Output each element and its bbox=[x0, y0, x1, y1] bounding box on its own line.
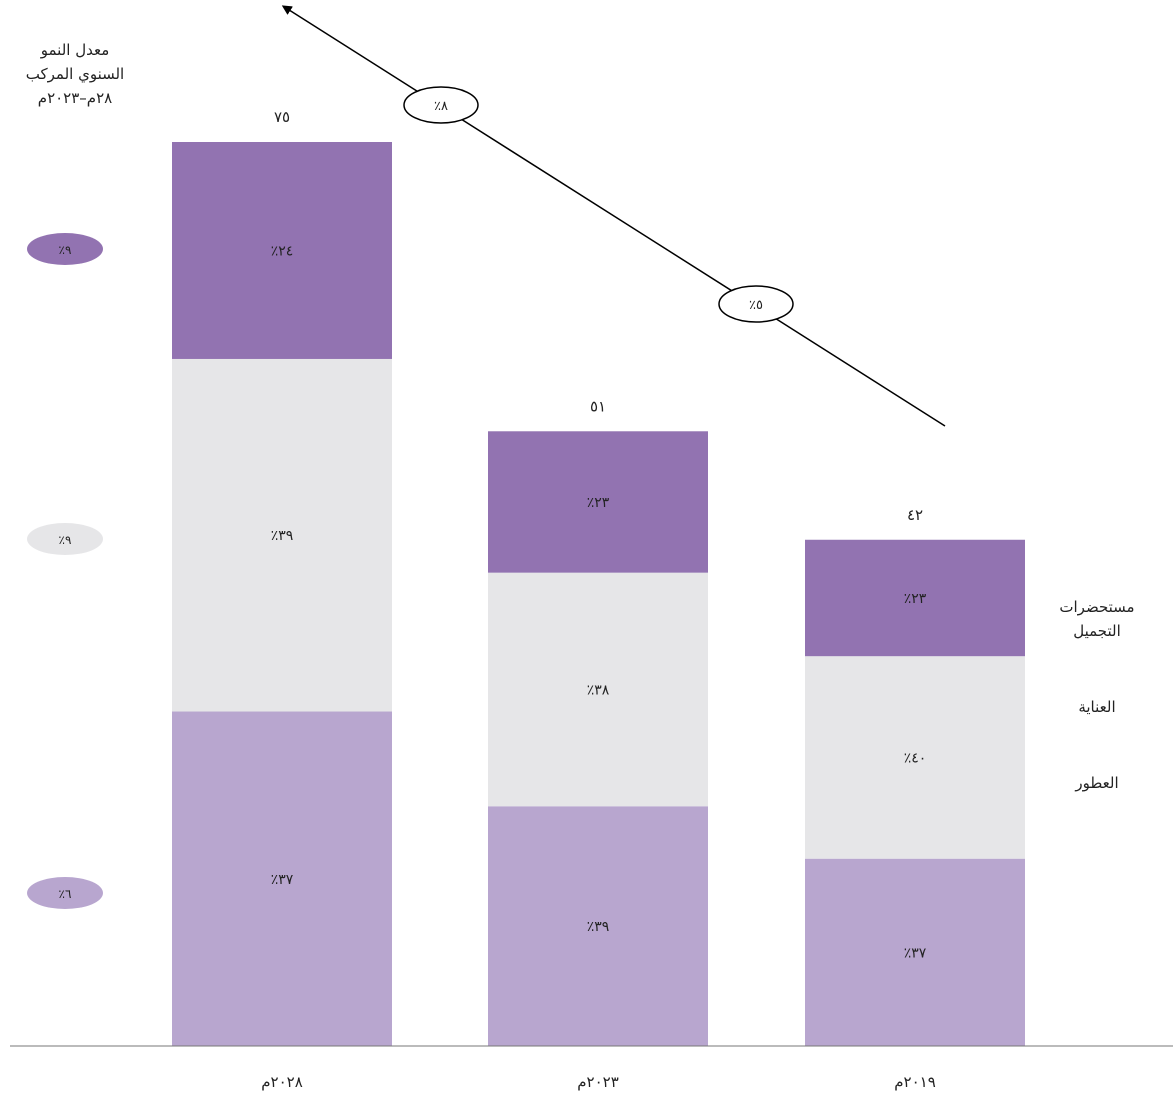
legend-label: العطور bbox=[1074, 774, 1118, 792]
cagr-pill-label: ٪٩ bbox=[59, 533, 72, 547]
growth-bubble-label: ٪٨ bbox=[434, 99, 448, 114]
bar-segment bbox=[805, 539, 1025, 657]
bar-segment bbox=[172, 711, 392, 1046]
growth-bubble bbox=[403, 86, 479, 124]
cagr-title: معدل النمو السنوي المركب ٢٨م–٢٠٢٣م bbox=[0, 38, 150, 110]
segment-label: ٪٢٤ bbox=[271, 243, 294, 259]
cagr-title-line-2: السنوي المركب bbox=[25, 65, 125, 83]
bar-segment bbox=[172, 358, 392, 712]
cagr-pill bbox=[27, 233, 103, 265]
growth-arrow-line bbox=[281, 5, 946, 427]
segment-label: ٪٣٨ bbox=[587, 682, 610, 698]
cagr-pill bbox=[27, 877, 103, 909]
segment-label: ٪٣٧ bbox=[271, 872, 294, 888]
growth-bubble-label: ٪٥ bbox=[749, 298, 763, 313]
bar-segment bbox=[805, 858, 1025, 1046]
bar-total-label: ٥١ bbox=[590, 397, 606, 415]
bar-total-label: ٤٢ bbox=[907, 506, 923, 524]
legend-label: العناية bbox=[1078, 698, 1115, 716]
bar-segment bbox=[488, 431, 708, 573]
bar-segment bbox=[172, 142, 392, 359]
segment-label: ٪٢٣ bbox=[904, 591, 927, 607]
legend-label: مستحضرات التجميل bbox=[1059, 598, 1134, 640]
segment-label: ٪٢٣ bbox=[587, 495, 610, 511]
cagr-pills: ٪٩ ٪٩ ٪٦ bbox=[27, 233, 103, 909]
bar-total-label: ٧٥ bbox=[274, 108, 290, 126]
growth-bubble bbox=[718, 285, 794, 323]
legend-label-line: التجميل bbox=[1073, 622, 1121, 640]
cagr-pill-label: ٪٦ bbox=[59, 887, 72, 901]
x-axis-ticks: ٢٠٢٨م ٢٠٢٣م ٢٠١٩م bbox=[261, 1073, 936, 1091]
cagr-pill bbox=[27, 523, 103, 555]
cagr-title-line-1: معدل النمو bbox=[40, 41, 110, 59]
cagr-pill-label: ٪٩ bbox=[59, 243, 72, 257]
segment-label: ٪٤٠ bbox=[904, 750, 927, 766]
cagr-title-line-3: ٢٨م–٢٠٢٣م bbox=[37, 89, 113, 107]
bars-layer: ٪٣٧ ٪٣٩ ٪٢٤ ٧٥ ٪٣٩ ٪٣٨ ٪٢٣ ٥١ ٪٣٧ ٪٤٠ ٪٢٣ ٤٢ bbox=[172, 108, 1025, 1046]
growth-arrow: ٪٨ ٪٥ bbox=[281, 5, 946, 427]
legend-label-line: مستحضرات bbox=[1059, 598, 1134, 616]
bar-segment bbox=[488, 806, 708, 1046]
segment-label: ٪٣٧ bbox=[904, 945, 927, 961]
bar-segment bbox=[805, 656, 1025, 859]
legend: مستحضرات التجميل العطور العناية bbox=[1059, 598, 1134, 792]
bar-segment bbox=[488, 572, 708, 807]
x-tick-label: ٢٠٢٣م bbox=[577, 1073, 619, 1091]
x-tick-label: ٢٠٢٨م bbox=[261, 1073, 303, 1091]
segment-label: ٪٣٩ bbox=[271, 528, 294, 544]
x-tick-label: ٢٠١٩م bbox=[894, 1073, 936, 1091]
segment-label: ٪٣٩ bbox=[587, 919, 610, 935]
